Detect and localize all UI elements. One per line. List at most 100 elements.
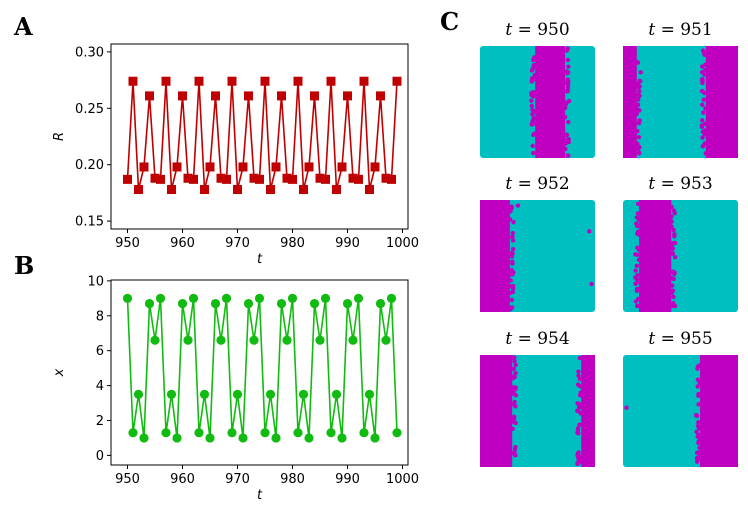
particle [635,252,640,258]
particle [510,426,515,431]
data-point [359,76,369,86]
particle [670,246,676,251]
particle [563,101,569,107]
particle [672,303,678,309]
data-point [321,174,330,184]
particle [575,401,580,406]
magenta-band [700,355,738,467]
particle [565,46,570,51]
y-tick-label: 0.30 [75,45,104,60]
data-point [370,162,380,172]
particle [696,393,701,398]
particle [702,90,707,96]
particle [507,290,513,296]
data-point [150,173,160,183]
particle [530,112,535,117]
particle [672,234,677,239]
particle [508,208,513,214]
snapshot-title: t = 951 [648,20,712,40]
particle [513,393,518,398]
snapshot-title: t = 950 [505,20,569,40]
particle [697,378,703,384]
data-point [145,91,154,101]
data-point [320,293,331,303]
particle [562,80,568,86]
data-point [387,174,396,184]
particle [508,307,513,312]
data-point [161,428,171,438]
particle [636,135,642,140]
particle [513,362,518,368]
particle [513,420,518,426]
particle [671,294,676,300]
particle [672,271,677,277]
data-point [205,433,215,443]
particle [703,67,708,73]
x-tick-label: 990 [335,236,360,251]
particle [575,430,580,435]
data-point [156,174,165,184]
data-point [122,293,133,303]
data-point [293,76,303,86]
magenta-band [623,46,637,158]
data-point [353,293,364,303]
particle [510,238,516,243]
data-point [227,428,237,438]
data-point [364,389,375,399]
data-point [211,91,220,101]
magenta-band [705,46,738,158]
particle [695,434,700,439]
particle [672,255,678,260]
particle [532,73,537,78]
particle [513,453,518,458]
particle [695,366,700,371]
data-point [133,389,144,399]
particle [511,219,516,225]
particle [636,247,642,253]
data-point [243,298,254,309]
snapshot-2: t = 951 [623,20,738,158]
panel-letter-a: A [13,12,33,41]
data-point [254,293,265,303]
particle [565,77,570,82]
particle [693,413,699,418]
y-tick-label: 0.20 [75,158,104,173]
stray-particle [589,281,594,287]
x-axis-label: t [257,252,263,267]
data-point [221,293,232,303]
data-point [343,91,352,101]
particle [509,297,515,303]
x-tick-label: 960 [170,472,195,487]
particle [697,445,702,450]
particle [635,97,641,102]
particle [510,259,515,264]
particle [565,138,570,144]
particle [529,103,535,109]
particle [669,214,674,219]
particle [565,85,571,90]
particle [578,454,584,460]
particle [670,250,675,256]
x-tick-label: 960 [170,236,195,251]
snapshot-6: t = 955 [623,329,738,467]
particle [633,275,638,280]
data-point [376,91,385,101]
data-point [238,433,248,443]
data-point [331,389,342,399]
particle [636,92,641,98]
particle [700,118,705,123]
data-point [167,185,176,195]
particle [564,69,569,74]
particle [577,404,582,410]
data-point [199,389,210,399]
particle [700,135,705,140]
particle [562,105,568,111]
particle [634,59,640,65]
particle [637,78,642,84]
data-point [244,91,253,101]
particle [637,89,642,94]
magenta-band [581,355,595,467]
particle [695,423,701,429]
data-point [392,428,402,438]
